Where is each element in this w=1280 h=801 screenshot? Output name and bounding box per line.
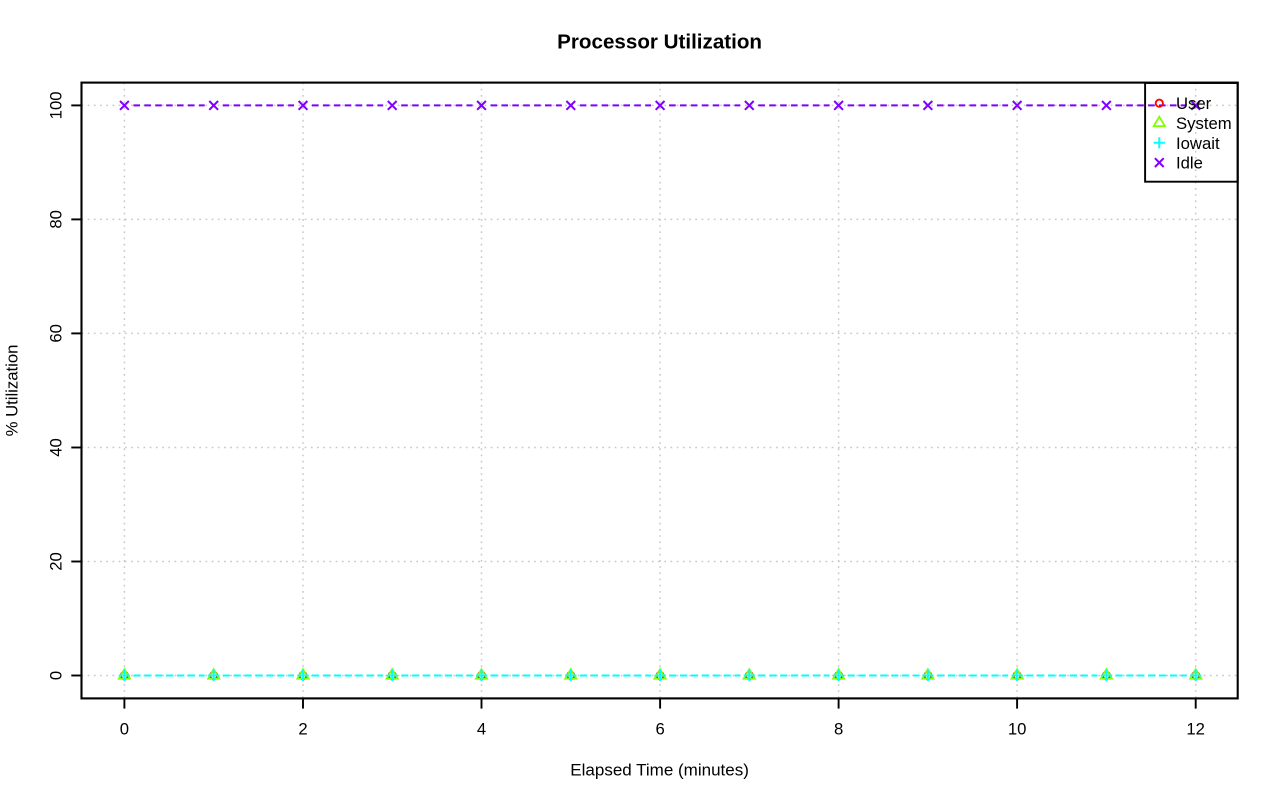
svg-text:100: 100 <box>47 91 66 119</box>
svg-text:20: 20 <box>47 552 66 571</box>
svg-text:60: 60 <box>47 324 66 343</box>
svg-text:0: 0 <box>47 671 66 680</box>
svg-text:8: 8 <box>834 720 843 739</box>
svg-text:40: 40 <box>47 438 66 457</box>
svg-text:% Utilization: % Utilization <box>3 345 22 437</box>
svg-text:80: 80 <box>47 210 66 229</box>
svg-text:User: User <box>1176 94 1212 113</box>
svg-text:Idle: Idle <box>1176 154 1203 173</box>
svg-text:System: System <box>1176 114 1232 133</box>
svg-text:Iowait: Iowait <box>1176 134 1220 153</box>
svg-text:4: 4 <box>477 720 486 739</box>
svg-text:6: 6 <box>655 720 664 739</box>
svg-text:Elapsed Time (minutes): Elapsed Time (minutes) <box>570 760 749 779</box>
svg-text:12: 12 <box>1186 720 1205 739</box>
svg-text:0: 0 <box>120 720 129 739</box>
svg-text:Processor Utilization: Processor Utilization <box>557 31 762 54</box>
svg-text:2: 2 <box>298 720 307 739</box>
svg-text:10: 10 <box>1008 720 1027 739</box>
